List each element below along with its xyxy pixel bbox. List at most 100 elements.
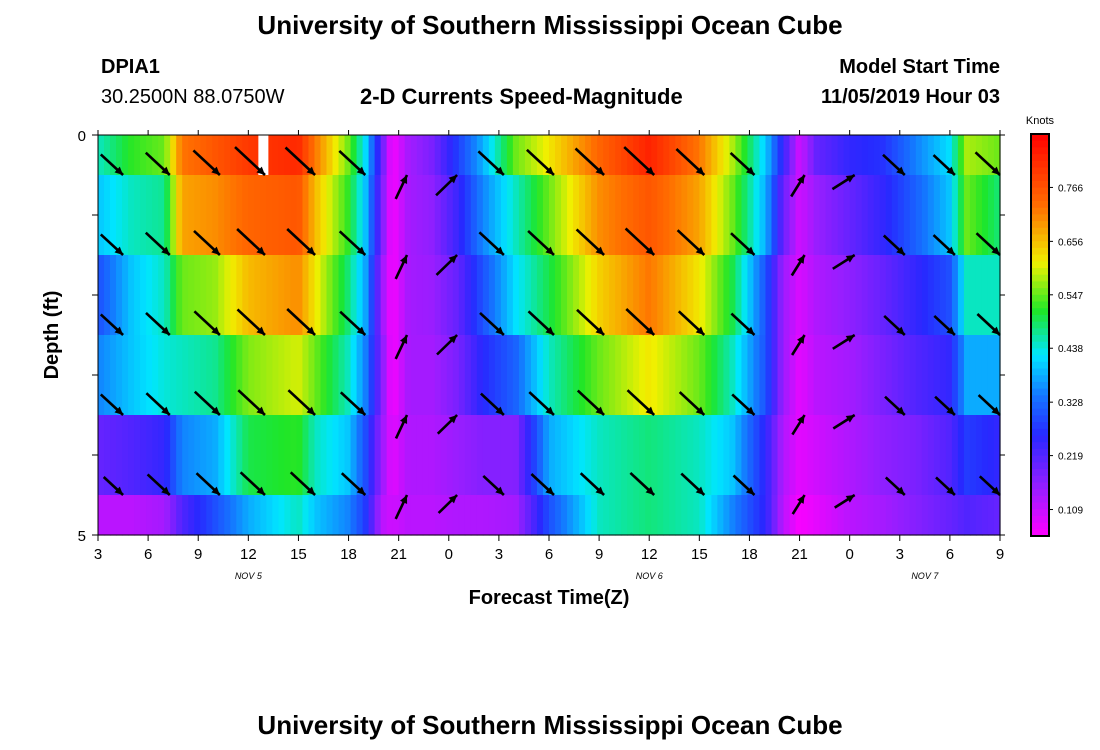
heat-cell [795, 175, 803, 256]
heat-cell [669, 335, 676, 416]
arrow-head [448, 335, 458, 344]
heat-cell [236, 135, 243, 176]
heat-cell [621, 415, 628, 496]
heat-cell [603, 495, 610, 536]
heat-cell [458, 255, 466, 336]
heat-cell [380, 335, 388, 416]
colorbar-swatch [1031, 321, 1049, 329]
heat-cell [512, 135, 520, 176]
arrow-head [896, 326, 905, 335]
heat-cell [278, 135, 286, 176]
heat-cell [152, 335, 159, 416]
heat-cell [741, 255, 749, 336]
heat-cell [873, 255, 881, 336]
heat-cell [218, 335, 225, 416]
x-tick-label: 3 [495, 546, 503, 563]
heat-cell [717, 415, 724, 496]
heat-cell [975, 255, 983, 336]
heat-cell [392, 495, 400, 536]
heat-cell [452, 175, 460, 256]
arrow-head [745, 406, 755, 415]
heat-cell [482, 495, 490, 536]
heat-cell [609, 495, 616, 536]
arrow-head [645, 406, 655, 415]
heat-cell [446, 495, 454, 536]
heat-cell [843, 495, 851, 536]
colorbar-swatch [1031, 475, 1049, 483]
arrow-head [745, 326, 755, 335]
heat-cell [128, 135, 135, 176]
heat-cell [849, 135, 857, 176]
heat-cell [272, 135, 279, 176]
arrow-head [695, 406, 705, 415]
heat-cell [320, 255, 328, 336]
heat-cell [897, 335, 905, 416]
heat-cell [657, 255, 664, 336]
heat-cell [224, 495, 231, 536]
heat-cell [693, 135, 700, 176]
heat-cell [464, 255, 472, 336]
heat-cell [741, 135, 749, 176]
missing-data-cell [258, 135, 269, 175]
heat-cell [362, 415, 370, 496]
heat-cell [867, 175, 875, 256]
heat-cell [116, 335, 123, 416]
heat-cell [819, 175, 827, 256]
heat-cell [621, 255, 628, 336]
heat-cell [993, 335, 1001, 416]
heat-cell [110, 175, 117, 256]
heat-cell [945, 495, 953, 536]
date-label: NOV 6 [636, 571, 663, 581]
heat-cell [158, 495, 165, 536]
colorbar-swatch [1031, 167, 1049, 175]
heat-cell [645, 335, 652, 416]
colorbar-swatch [1031, 368, 1049, 376]
heat-cell [440, 335, 448, 416]
heat-cell [933, 495, 941, 536]
heat-cell [170, 335, 177, 416]
heat-cell [476, 335, 484, 416]
heat-cell [278, 175, 286, 256]
heat-cell [368, 255, 376, 336]
heat-cell [681, 255, 688, 336]
arrow-head [595, 166, 605, 175]
heat-cell [224, 255, 231, 336]
heat-cell [428, 495, 436, 536]
heat-cell [675, 415, 682, 496]
heat-cell [615, 415, 622, 496]
heat-cell [783, 135, 791, 176]
heat-cell [837, 135, 845, 176]
heat-cell [699, 255, 706, 336]
heat-cell [921, 175, 929, 256]
heat-cell [302, 135, 310, 176]
heat-cell [542, 135, 550, 176]
heat-cell [591, 135, 598, 176]
heat-cell [693, 255, 700, 336]
heat-cell [939, 415, 947, 496]
arrow-head [645, 246, 655, 255]
heat-cell [753, 255, 761, 336]
heat-cell [915, 255, 923, 336]
arrow-head [114, 326, 124, 335]
heat-cell [134, 335, 141, 416]
heat-cell [957, 175, 965, 256]
arrow-head [645, 166, 655, 175]
heat-cell [681, 415, 688, 496]
arrow-head [545, 246, 554, 255]
heat-cell [374, 135, 382, 176]
heat-cell [242, 255, 249, 336]
colorbar-swatch [1031, 495, 1049, 504]
heat-cell [735, 495, 743, 536]
heat-cell [284, 335, 292, 416]
heat-cell [200, 175, 207, 256]
heat-cell [711, 335, 718, 416]
heat-cell [567, 255, 574, 336]
arrow-head [114, 166, 124, 175]
heat-cell [627, 255, 634, 336]
heat-cell [236, 415, 243, 496]
vector-row-3 [99, 389, 1001, 439]
heat-cell [807, 175, 815, 256]
heat-cell [524, 175, 532, 256]
heat-cell [500, 255, 508, 336]
heat-cell [711, 135, 718, 176]
